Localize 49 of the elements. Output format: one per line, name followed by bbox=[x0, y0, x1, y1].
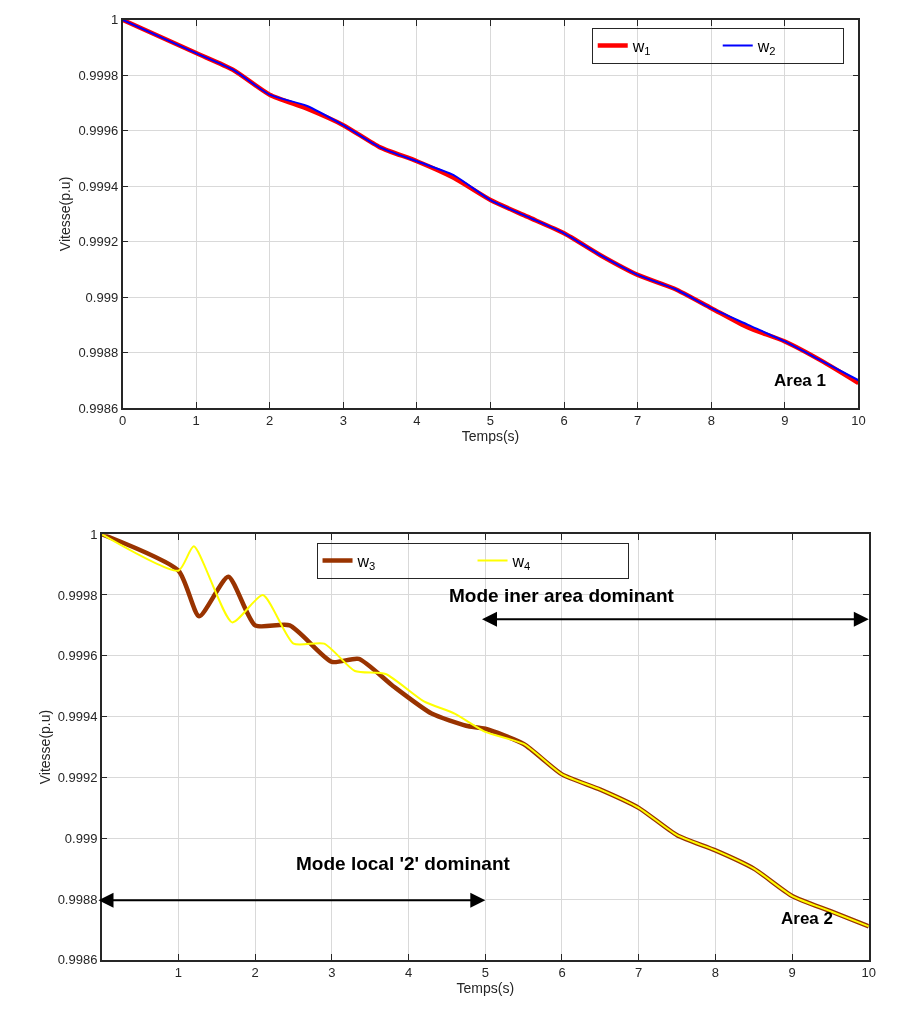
x-axis-title: Temps(s) bbox=[456, 980, 515, 997]
x-axis-title: Temps(s) bbox=[461, 428, 520, 445]
x-tick-label: 5 bbox=[481, 965, 489, 981]
legend-label: w$_{3}$ bbox=[356, 552, 376, 573]
x-tick-label: 7 bbox=[634, 413, 642, 429]
y-tick-label: 0.9986 bbox=[57, 952, 98, 968]
x-tick-label: 7 bbox=[635, 965, 643, 981]
x-tick-label: 2 bbox=[251, 965, 259, 981]
x-tick-label: 8 bbox=[711, 965, 720, 981]
annotation: Area 1 bbox=[774, 371, 826, 390]
annotation: Area 2 bbox=[781, 909, 833, 928]
y-tick-label: 0.9996 bbox=[78, 123, 119, 139]
y-tick-label: 0.9994 bbox=[57, 709, 98, 725]
y-tick-label: 0.9998 bbox=[57, 587, 98, 603]
x-tick-label: 8 bbox=[707, 413, 715, 429]
x-tick-label: 6 bbox=[558, 965, 566, 981]
x-tick-label: 0 bbox=[118, 413, 127, 429]
x-tick-label: 10 bbox=[851, 413, 866, 429]
x-tick-label: 4 bbox=[404, 965, 413, 981]
x-tick-label: 6 bbox=[560, 413, 568, 429]
x-tick-label: 1 bbox=[192, 413, 200, 429]
y-tick-label: 0.999 bbox=[85, 289, 119, 305]
x-tick-label: 1 bbox=[174, 965, 183, 981]
y-tick-label: 1 bbox=[90, 526, 98, 542]
y-axis-title: Vitesse(p.u) bbox=[57, 176, 74, 252]
y-tick-label: 0.9988 bbox=[57, 891, 98, 907]
y-tick-label: 0.9986 bbox=[78, 400, 119, 416]
x-tick-label: 2 bbox=[266, 413, 274, 429]
y-tick-label: 1 bbox=[110, 12, 119, 28]
y-tick-label: 0.9996 bbox=[57, 648, 98, 664]
y-axis-title: Vitesse(p.u) bbox=[36, 709, 53, 785]
y-tick-label: 0.9994 bbox=[78, 178, 119, 194]
x-tick-label: 5 bbox=[486, 413, 495, 429]
legend-label: w$_{4}$ bbox=[511, 552, 531, 573]
y-tick-label: 0.9988 bbox=[78, 345, 119, 361]
legend-label: w$_{1}$ bbox=[631, 37, 651, 58]
annotation: Mode local '2' dominant bbox=[296, 853, 511, 874]
x-tick-label: 4 bbox=[413, 413, 421, 429]
x-tick-label: 9 bbox=[788, 965, 796, 981]
x-tick-label: 9 bbox=[781, 413, 789, 429]
y-tick-label: 0.999 bbox=[64, 830, 98, 846]
x-tick-label: 3 bbox=[339, 413, 347, 429]
y-tick-label: 0.9998 bbox=[78, 67, 119, 83]
x-tick-label: 10 bbox=[861, 965, 877, 981]
annotation: Mode iner area dominant bbox=[449, 585, 675, 606]
y-tick-label: 0.9992 bbox=[78, 234, 119, 250]
legend-label: w$_{2}$ bbox=[756, 37, 776, 58]
x-tick-label: 3 bbox=[328, 965, 336, 981]
y-tick-label: 0.9992 bbox=[57, 769, 98, 785]
